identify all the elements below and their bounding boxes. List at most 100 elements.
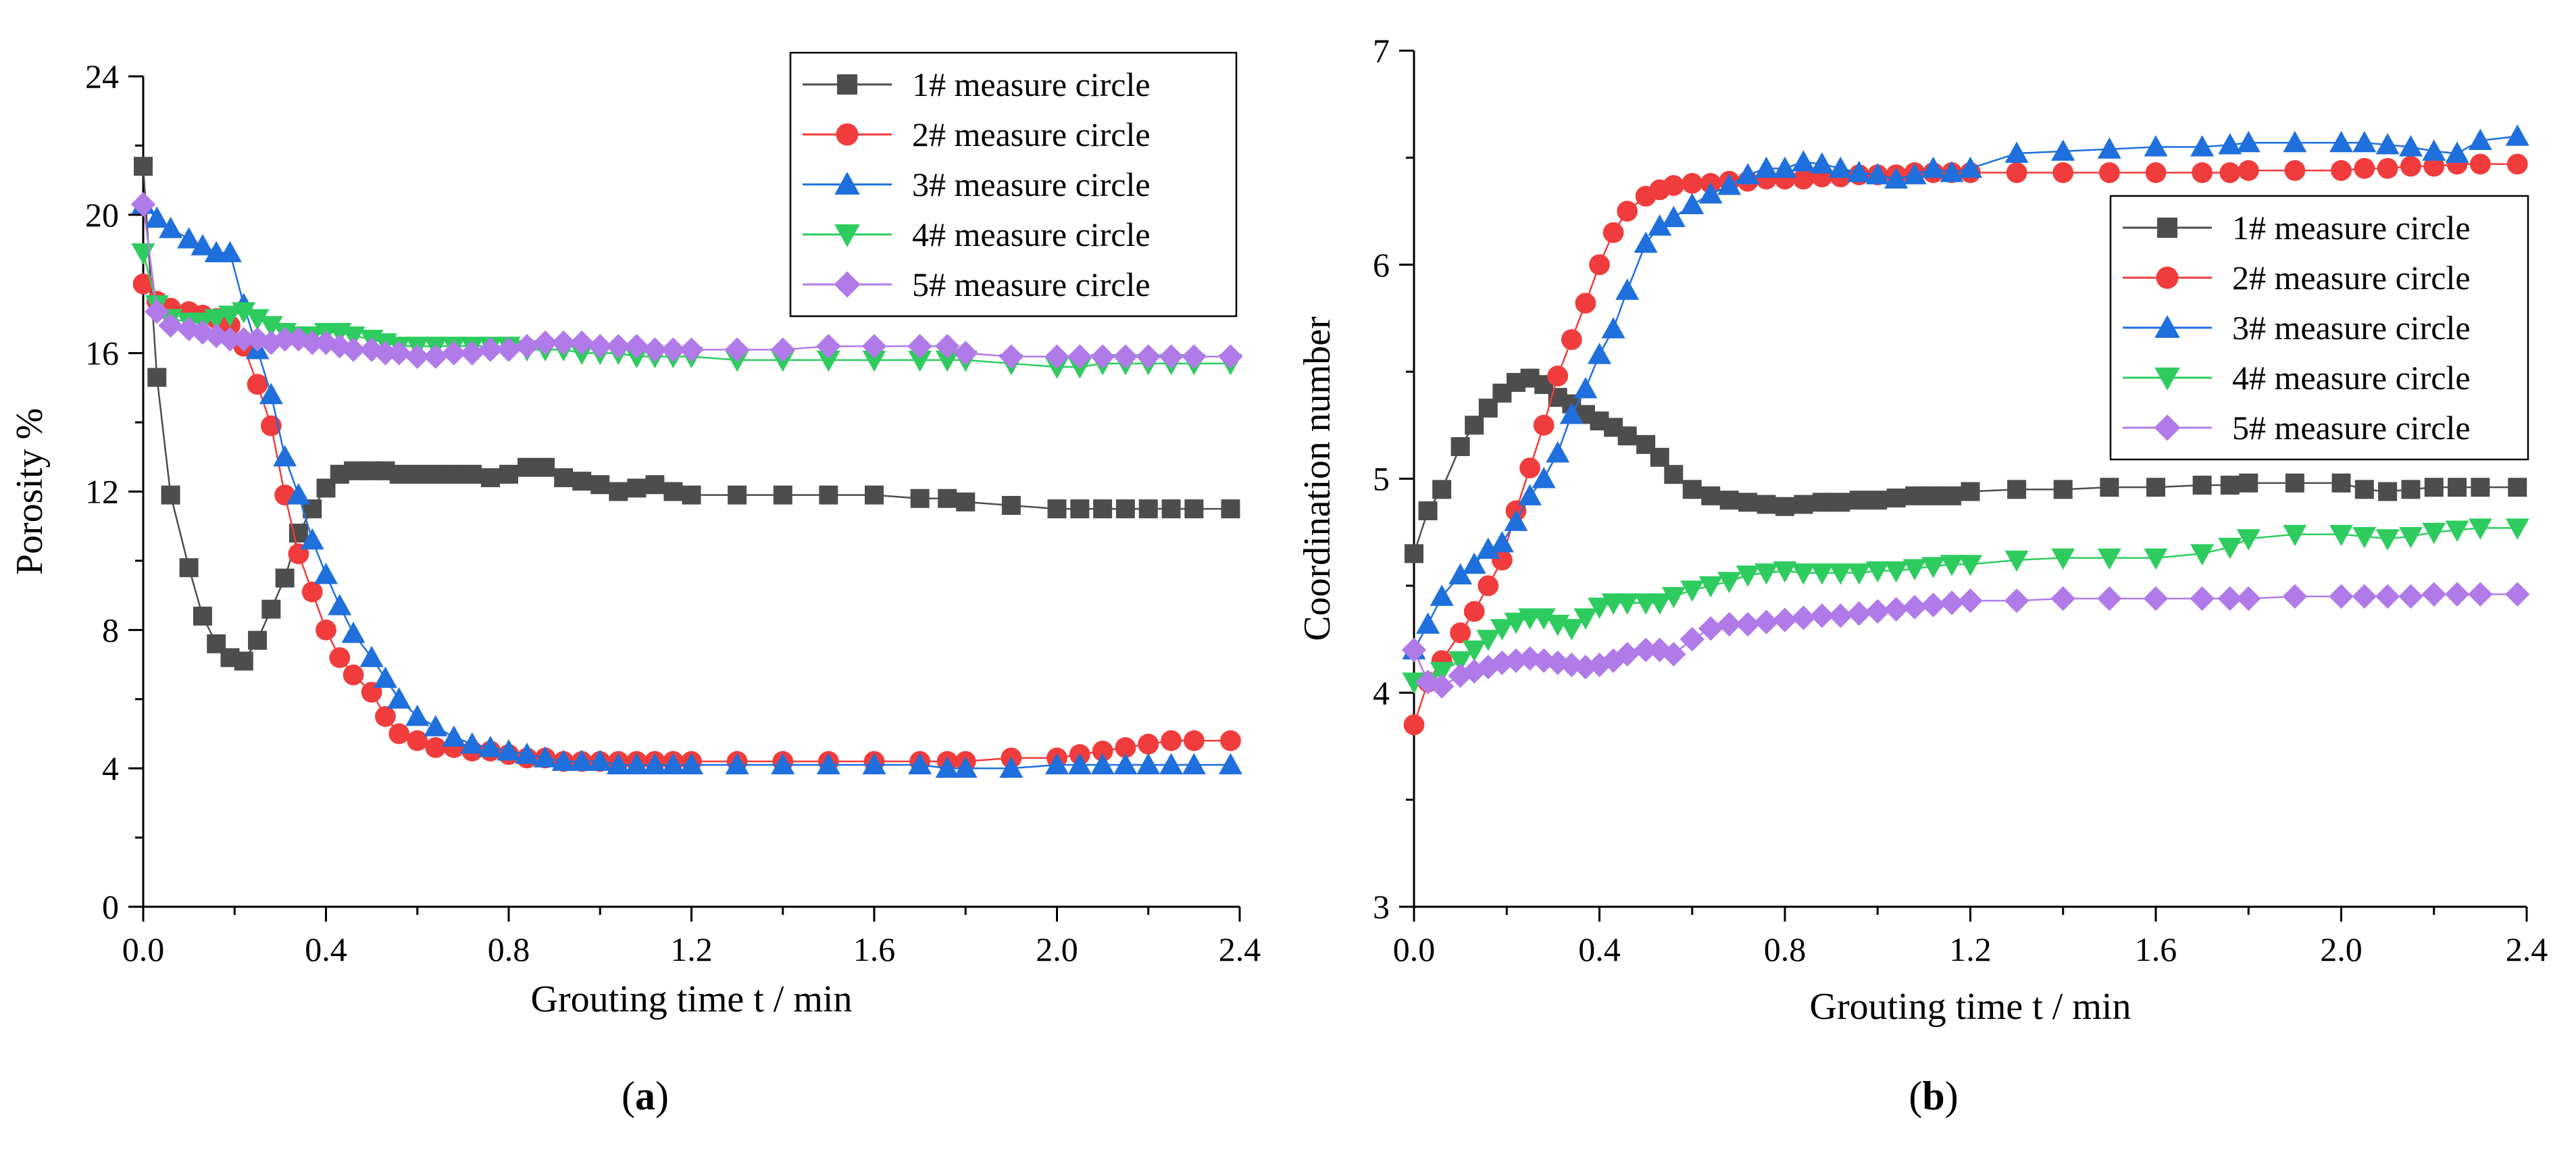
data-point: [771, 753, 795, 775]
data-point: [218, 241, 242, 263]
x-tick-label: 0.8: [1764, 930, 1807, 968]
data-point: [2445, 520, 2469, 543]
data-point: [1615, 278, 1640, 300]
data-point: [2469, 153, 2491, 175]
data-point: [1847, 161, 1871, 182]
data-point: [588, 749, 612, 771]
legend-marker: [2156, 266, 2179, 289]
data-point: [1754, 609, 1779, 634]
data-point: [1559, 402, 1584, 424]
data-point: [2468, 518, 2492, 540]
data-point: [1600, 648, 1626, 673]
data-point: [1719, 491, 1739, 510]
data-point: [1648, 593, 1672, 615]
data-point: [2190, 586, 2215, 611]
data-point: [1093, 499, 1113, 519]
data-point: [2004, 141, 2029, 164]
legend-label: 1# measure circle: [912, 66, 1151, 103]
legend-label: 1# measure circle: [2232, 209, 2471, 247]
data-point: [1429, 674, 1455, 699]
data-point: [444, 464, 463, 484]
data-point: [624, 334, 649, 359]
data-point: [1902, 595, 1927, 620]
data-point: [245, 326, 270, 352]
data-point: [2236, 586, 2261, 611]
data-point: [1773, 561, 1797, 583]
data-point: [389, 464, 409, 484]
data-point: [1559, 619, 1584, 641]
data-point: [159, 216, 183, 239]
data-point: [551, 749, 576, 771]
data-point: [999, 344, 1024, 369]
data-point: [624, 753, 649, 775]
data-point: [1430, 584, 1454, 606]
data-point: [2190, 544, 2215, 566]
y-tick-label: 24: [85, 57, 119, 95]
data-point: [609, 482, 628, 501]
data-point: [1463, 601, 1485, 622]
data-point: [1136, 753, 1161, 775]
data-point: [1828, 603, 1853, 628]
data-point: [1698, 182, 1723, 204]
data-point: [2331, 159, 2352, 181]
data-point: [1401, 637, 1427, 663]
data-point: [1115, 499, 1135, 519]
data-point: [1448, 563, 1473, 585]
y-tick-label: 0: [102, 888, 119, 926]
data-point: [1961, 482, 1980, 501]
y-axis-title: Coordination number: [1296, 316, 1338, 641]
data-point: [2282, 584, 2308, 609]
data-point: [259, 316, 283, 338]
data-point: [642, 337, 667, 362]
y-tick-label: 16: [85, 334, 119, 372]
data-point: [2422, 522, 2446, 545]
data-point: [1793, 168, 1814, 190]
data-point: [1884, 597, 1909, 622]
data-point: [145, 299, 170, 324]
data-point: [2331, 473, 2351, 493]
legend-label: 3# measure circle: [2232, 309, 2471, 347]
data-point: [861, 334, 887, 359]
data-point: [1865, 561, 1890, 583]
data-point: [2097, 548, 2121, 570]
data-point: [2097, 137, 2121, 159]
data-point: [1775, 497, 1794, 516]
data-point: [245, 309, 270, 330]
legend-marker: [834, 224, 860, 247]
data-point: [1138, 499, 1158, 519]
legend-marker: [2154, 315, 2180, 338]
panel-label: (b): [1909, 1074, 1958, 1118]
data-point: [1415, 670, 1440, 695]
data-point: [1717, 174, 1742, 195]
data-point: [2051, 548, 2075, 570]
data-point: [2239, 473, 2258, 493]
data-point: [2505, 582, 2530, 607]
data-point: [478, 735, 503, 757]
data-point: [514, 334, 540, 359]
data-point: [373, 666, 397, 689]
x-tick-label: 0.0: [122, 930, 165, 968]
data-point: [2352, 584, 2377, 609]
data-point: [1221, 499, 1240, 519]
data-point: [1680, 193, 1704, 215]
data-point: [329, 647, 351, 668]
data-point: [2236, 130, 2261, 153]
data-point: [426, 464, 445, 484]
data-point: [2238, 159, 2259, 181]
data-point: [344, 461, 363, 480]
legend-marker: [834, 172, 860, 195]
data-point: [423, 344, 448, 369]
data-point: [2400, 155, 2421, 177]
data-point: [343, 664, 364, 686]
data-point: [1416, 612, 1440, 634]
data-point: [1810, 152, 1834, 174]
data-point: [642, 753, 667, 775]
data-point: [272, 326, 297, 352]
data-point: [2354, 157, 2375, 179]
data-point: [1161, 499, 1181, 519]
data-point: [218, 326, 243, 352]
data-point: [314, 562, 338, 584]
y-tick-label: 7: [1373, 32, 1390, 70]
data-point: [145, 206, 169, 228]
data-point: [935, 334, 960, 359]
